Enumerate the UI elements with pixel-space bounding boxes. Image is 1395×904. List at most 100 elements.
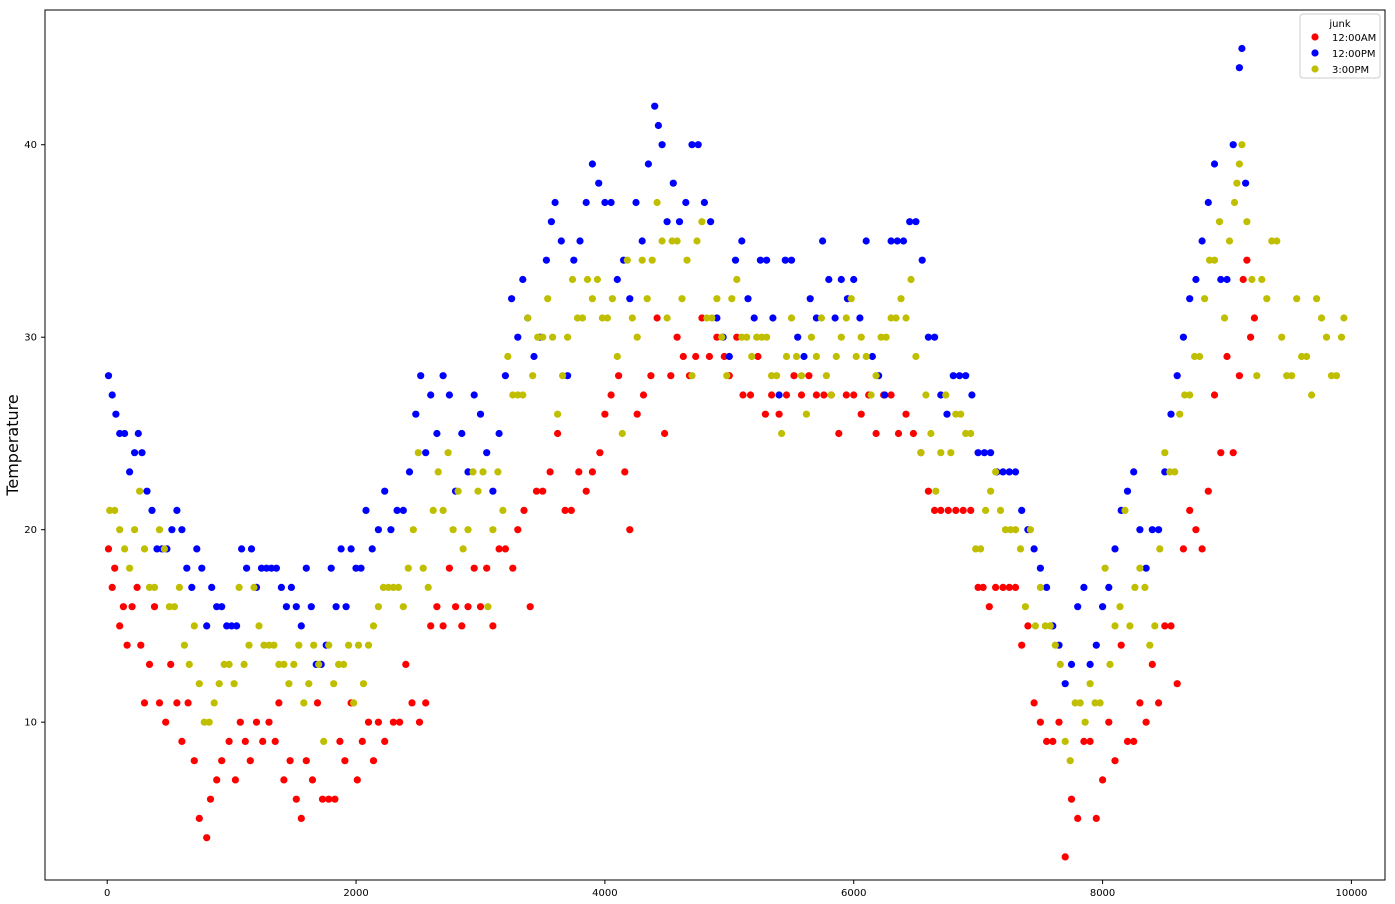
data-point	[225, 737, 233, 746]
data-point	[567, 506, 575, 514]
data-point	[539, 333, 547, 341]
data-point	[1130, 468, 1138, 476]
data-point	[520, 506, 528, 514]
data-point	[167, 660, 175, 669]
data-point	[1080, 737, 1088, 746]
data-point	[1091, 699, 1099, 707]
data-point	[887, 237, 895, 245]
data-point	[967, 506, 975, 514]
data-point	[626, 526, 634, 534]
legend-label: 3:00PM	[1332, 65, 1369, 76]
data-point	[1148, 660, 1156, 669]
legend-marker	[1311, 65, 1319, 73]
data-point	[999, 583, 1007, 592]
data-point	[140, 699, 149, 707]
data-point	[246, 757, 254, 765]
data-point	[852, 352, 860, 361]
data-point	[433, 603, 441, 611]
data-point	[1215, 218, 1224, 226]
data-point	[175, 583, 183, 592]
data-point	[499, 506, 507, 514]
data-point	[1155, 699, 1163, 707]
data-point	[345, 641, 353, 649]
data-point	[723, 372, 731, 380]
data-point	[1322, 333, 1331, 341]
data-point	[1111, 757, 1119, 765]
data-point	[564, 372, 572, 380]
data-point	[1191, 352, 1199, 361]
data-point	[213, 603, 221, 611]
data-point	[1283, 372, 1291, 380]
data-point	[514, 526, 522, 534]
data-point	[1340, 314, 1348, 322]
legend: junk 12:00AM 12:00PM 3:00PM	[1299, 13, 1381, 79]
series-2	[106, 141, 1348, 765]
data-point	[1030, 699, 1038, 707]
data-point	[1235, 372, 1243, 380]
data-point	[792, 352, 801, 361]
data-point	[178, 737, 186, 746]
data-point	[310, 641, 318, 649]
data-point	[698, 218, 706, 226]
data-point	[763, 333, 771, 341]
data-point	[195, 680, 203, 688]
data-point	[484, 603, 492, 611]
data-point	[754, 352, 762, 361]
data-point	[1242, 179, 1250, 187]
data-point	[445, 564, 453, 572]
data-point	[651, 102, 659, 110]
data-point	[218, 603, 226, 611]
data-point	[104, 545, 113, 553]
data-point	[126, 564, 134, 572]
data-point	[1161, 622, 1169, 630]
data-point	[1151, 622, 1159, 630]
data-point	[353, 776, 361, 784]
data-point	[519, 275, 527, 284]
data-point	[1210, 160, 1219, 168]
data-point	[862, 237, 870, 245]
data-point	[364, 641, 373, 649]
data-point	[1303, 352, 1311, 361]
data-point	[1308, 391, 1316, 399]
data-point	[178, 526, 186, 534]
data-point	[1250, 314, 1258, 322]
data-point	[106, 506, 114, 514]
data-point	[902, 314, 910, 322]
data-point	[607, 198, 615, 207]
data-point	[667, 372, 675, 380]
data-point	[379, 583, 387, 592]
data-point	[887, 391, 895, 399]
data-point	[335, 660, 343, 669]
data-point	[575, 468, 583, 476]
data-point	[184, 699, 192, 707]
data-point	[962, 429, 970, 438]
x-tick-label: 4000	[592, 888, 617, 899]
data-point	[297, 622, 305, 630]
data-point	[1229, 449, 1237, 457]
data-point	[906, 218, 914, 226]
data-point	[305, 680, 313, 688]
x-tick-label: 8000	[1090, 888, 1115, 899]
data-point	[1092, 814, 1100, 823]
data-point	[872, 429, 880, 438]
data-point	[240, 660, 248, 669]
data-point	[1024, 622, 1032, 630]
data-point	[768, 372, 776, 380]
data-point	[320, 737, 328, 746]
data-point	[1173, 680, 1181, 688]
data-point	[307, 603, 315, 611]
data-point	[794, 333, 802, 341]
data-point	[148, 506, 156, 514]
data-point	[1204, 487, 1212, 495]
legend-title: junk	[1328, 19, 1350, 30]
data-point	[1111, 622, 1119, 630]
data-point	[519, 391, 527, 399]
x-axis: 0 2000 4000 6000 8000 10000	[104, 880, 1367, 899]
data-point	[474, 487, 482, 495]
data-point	[663, 218, 671, 226]
data-point	[1179, 545, 1187, 553]
data-point	[495, 545, 503, 553]
data-point	[198, 564, 206, 572]
data-point	[145, 583, 154, 592]
y-tick-label: 30	[24, 333, 37, 344]
